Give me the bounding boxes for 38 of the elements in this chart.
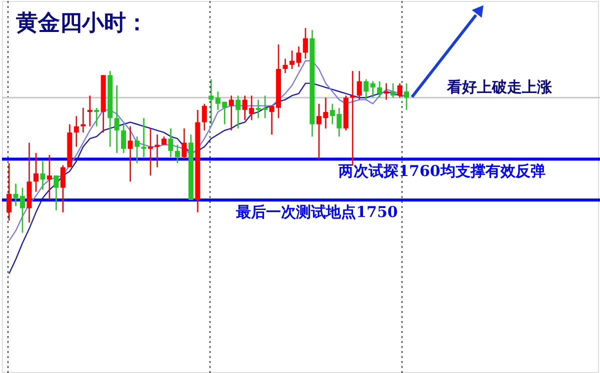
candlestick xyxy=(182,128,187,160)
candlestick xyxy=(60,164,66,213)
candlestick xyxy=(134,136,140,164)
candlestick xyxy=(168,128,174,158)
candlestick xyxy=(74,115,79,148)
candlestick xyxy=(121,124,126,154)
candlestick xyxy=(80,107,86,134)
ref-line-label: 两次试探1760均支撑有效反弹 xyxy=(338,162,546,180)
ref-line-label: 最后一次测试地点1750 xyxy=(235,203,398,222)
candlestick xyxy=(54,174,59,211)
candlestick xyxy=(282,58,288,74)
candlestick xyxy=(228,94,234,132)
chart-title: 黄金四小时： xyxy=(15,10,148,36)
candlestick xyxy=(154,134,160,168)
candlestick xyxy=(356,70,362,100)
candlestick xyxy=(87,94,92,127)
candlestick xyxy=(370,80,376,98)
candlestick xyxy=(128,126,133,182)
candlestick xyxy=(202,103,207,132)
candlestick xyxy=(33,152,38,192)
text: 看好上破走上涨 xyxy=(446,78,553,96)
candlestick xyxy=(364,78,369,100)
candlestick xyxy=(404,82,410,111)
candlestick xyxy=(148,128,154,176)
candlestick xyxy=(174,144,180,164)
candlestick xyxy=(397,82,402,98)
candlestick xyxy=(141,117,146,158)
candlestick xyxy=(384,82,389,100)
candlestick xyxy=(40,160,46,190)
candlestick xyxy=(94,107,100,127)
candlestick xyxy=(208,78,214,125)
candlestick xyxy=(46,154,52,201)
candlestick xyxy=(6,162,12,222)
candlestick xyxy=(114,84,120,154)
candlestick xyxy=(377,80,382,98)
candlestick xyxy=(390,82,396,98)
candlestick xyxy=(302,27,308,60)
candlestick xyxy=(236,94,241,129)
